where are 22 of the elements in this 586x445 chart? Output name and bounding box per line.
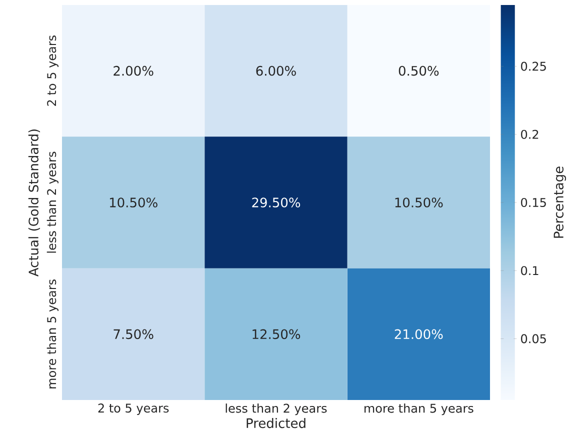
color-bar-title: Percentage bbox=[554, 166, 566, 238]
data-label: 21.00% bbox=[394, 329, 443, 340]
color-bar-label: 0.25 bbox=[521, 62, 546, 71]
data-label: 10.50% bbox=[110, 198, 158, 208]
color-bar-label: 0.1 bbox=[521, 266, 538, 276]
color-bar-label: 0.2 bbox=[521, 130, 538, 139]
y-axis-title: Actual (Gold Standard) bbox=[28, 130, 40, 276]
y-tick-label: less than 2 years bbox=[46, 152, 58, 253]
x-tick-label: 2 to 5 years bbox=[98, 404, 169, 415]
x-tick-label: less than 2 years bbox=[226, 404, 327, 416]
x-tick-label: more than 5 years bbox=[364, 404, 474, 416]
data-label: 7.50% bbox=[114, 329, 154, 340]
data-label: 10.50% bbox=[395, 198, 443, 208]
data-label: 0.50% bbox=[398, 66, 439, 76]
data-label: 6.00% bbox=[256, 66, 296, 76]
x-axis-title: Predicted bbox=[246, 418, 306, 428]
color-bar-label: 0.15 bbox=[521, 198, 546, 208]
y-tick-label: 2 to 5 years bbox=[47, 36, 58, 106]
data-label: 29.50% bbox=[252, 198, 300, 208]
data-label: 2.00% bbox=[114, 66, 154, 76]
data-label: 12.50% bbox=[252, 329, 300, 340]
color-bar-label: 0.05 bbox=[521, 334, 546, 344]
